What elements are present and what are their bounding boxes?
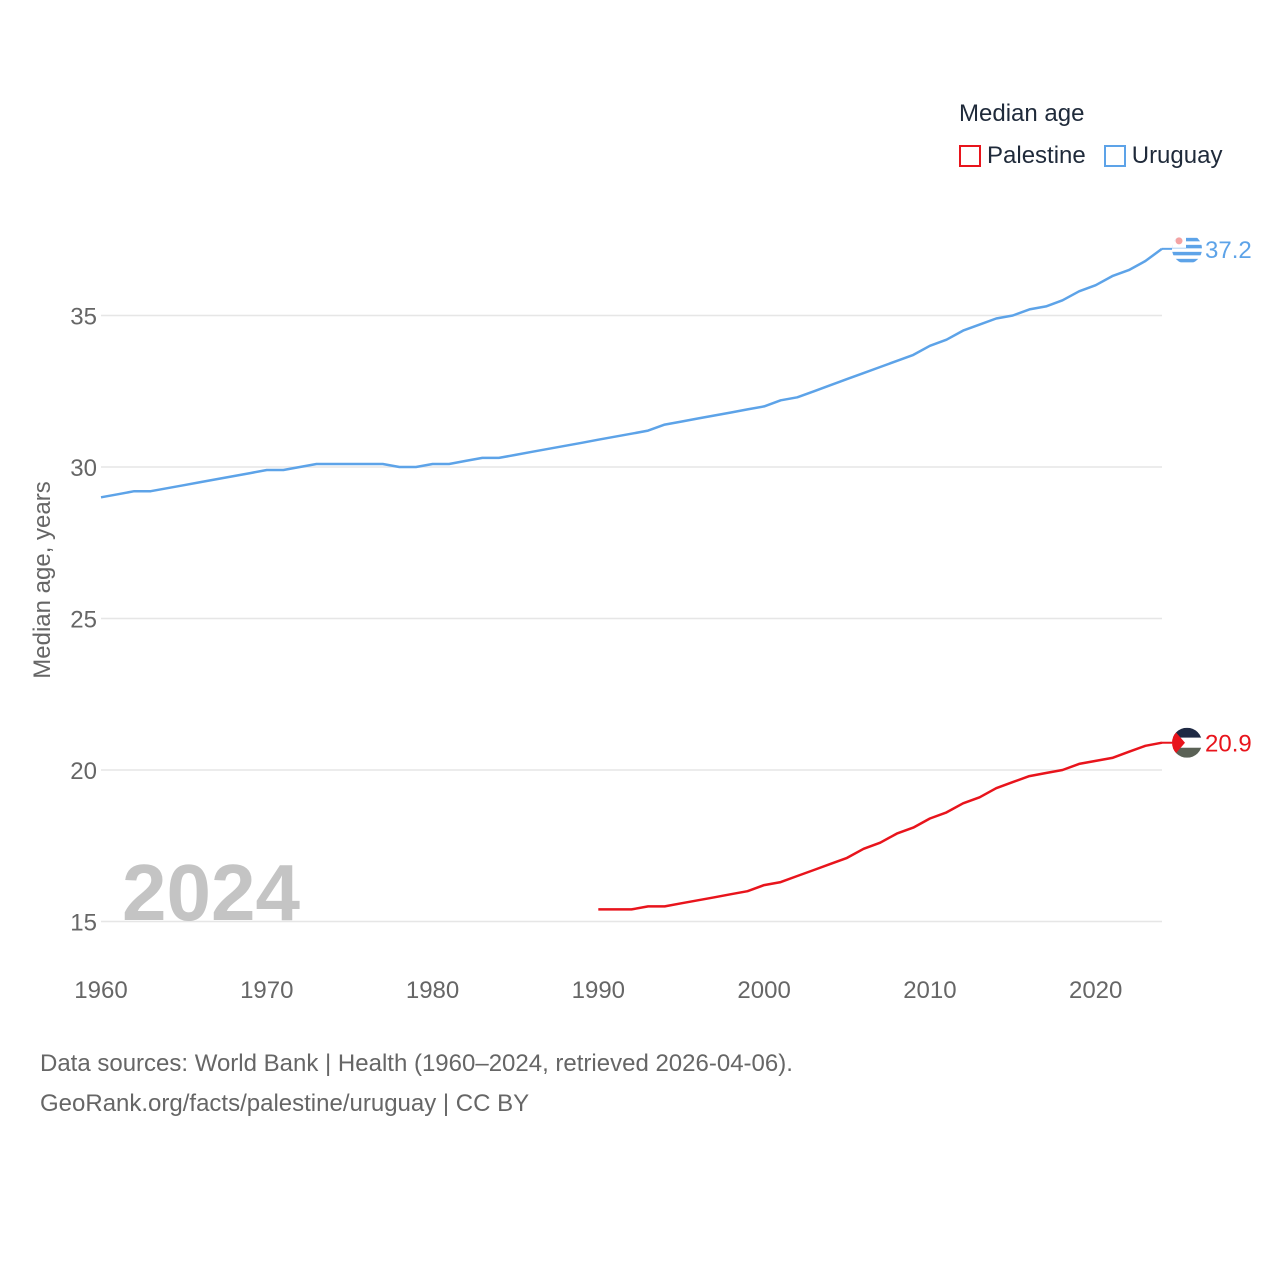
palestine-flag-icon <box>1172 727 1202 758</box>
uruguay-flag-icon <box>1172 233 1202 264</box>
series-end-markers: 20.9 37.2 <box>1162 233 1252 758</box>
legend-label-palestine: Palestine <box>987 142 1086 169</box>
legend: Palestine Uruguay <box>959 142 1222 170</box>
legend-title: Median age <box>959 100 1085 127</box>
y-tick-label: 20 <box>70 758 97 785</box>
x-tick-label: 2000 <box>737 977 790 1004</box>
series-lines <box>100 247 1163 911</box>
end-value-label-palestine: 20.9 <box>1205 731 1252 758</box>
end-value-label-uruguay: 37.2 <box>1205 237 1252 264</box>
series-line-palestine[interactable] <box>598 741 1163 911</box>
legend-label-uruguay: Uruguay <box>1131 142 1223 169</box>
y-tick-label: 30 <box>70 455 97 482</box>
source-line: Data sources: World Bank | Health (1960–… <box>40 1050 793 1077</box>
credit-link[interactable]: GeoRank.org/facts/palestine/uruguay | CC… <box>40 1090 530 1117</box>
x-tick-label: 2020 <box>1069 977 1122 1004</box>
legend-item-palestine[interactable]: Palestine <box>959 142 1086 170</box>
x-tick-label: 1980 <box>406 977 459 1004</box>
y-tick-label: 25 <box>70 607 97 634</box>
x-axis-ticks: 1960 1970 1980 1990 2000 2010 2020 <box>74 977 1122 1004</box>
y-tick-label: 35 <box>70 304 97 331</box>
y-axis-ticks: 15 20 25 30 35 <box>70 304 97 937</box>
y-axis-label: Median age, years <box>29 481 56 678</box>
x-tick-label: 2010 <box>903 977 956 1004</box>
x-tick-label: 1960 <box>74 977 127 1004</box>
data-source: Data sources: World Bank | Health (1960–… <box>40 1044 793 1124</box>
x-tick-label: 1970 <box>240 977 293 1004</box>
legend-item-uruguay[interactable]: Uruguay <box>1103 142 1223 170</box>
x-tick-label: 1990 <box>572 977 625 1004</box>
series-line-uruguay[interactable] <box>100 247 1163 499</box>
legend-swatch-uruguay <box>1103 145 1126 167</box>
grid-lines <box>101 314 1162 923</box>
year-watermark: 2024 <box>122 848 300 937</box>
legend-swatch-palestine <box>959 145 981 167</box>
y-tick-label: 15 <box>70 910 97 937</box>
